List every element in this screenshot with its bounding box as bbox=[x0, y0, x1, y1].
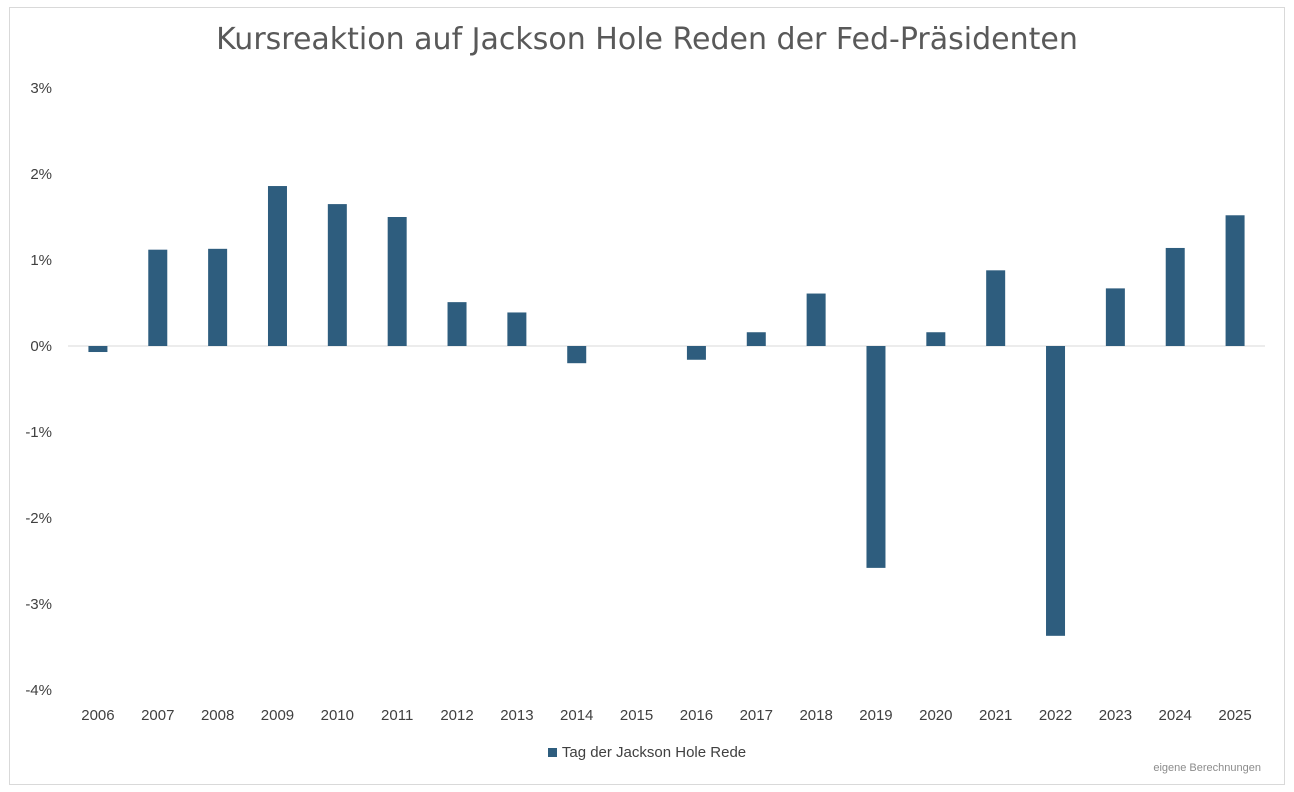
y-tick-label: 2% bbox=[30, 166, 52, 183]
chart-title: Kursreaktion auf Jackson Hole Reden der … bbox=[216, 22, 1078, 57]
x-tick-label: 2016 bbox=[680, 707, 713, 724]
source-footnote: eigene Berechnungen bbox=[1153, 762, 1261, 774]
x-tick-label: 2013 bbox=[500, 707, 533, 724]
bar-2006 bbox=[88, 346, 108, 353]
x-tick-label: 2014 bbox=[560, 707, 593, 724]
x-tick-label: 2012 bbox=[440, 707, 473, 724]
x-tick-label: 2022 bbox=[1039, 707, 1072, 724]
x-tick-label: 2019 bbox=[859, 707, 892, 724]
y-tick-label: -3% bbox=[25, 596, 52, 613]
y-tick-label: -2% bbox=[25, 510, 52, 527]
x-tick-label: 2017 bbox=[740, 707, 773, 724]
bar-2017 bbox=[746, 332, 766, 346]
bar-2007 bbox=[148, 249, 168, 346]
bar-series bbox=[88, 186, 1245, 636]
bar-2016 bbox=[686, 346, 706, 360]
bar-2020 bbox=[926, 332, 946, 346]
y-tick-label: -4% bbox=[25, 682, 52, 699]
bar-2010 bbox=[327, 204, 347, 346]
bar-2013 bbox=[507, 312, 527, 346]
legend-swatch bbox=[547, 748, 557, 757]
y-tick-label: 0% bbox=[30, 338, 52, 355]
x-tick-label: 2008 bbox=[201, 707, 234, 724]
x-tick-label: 2025 bbox=[1218, 707, 1251, 724]
x-tick-label: 2015 bbox=[620, 707, 653, 724]
x-tick-label: 2018 bbox=[799, 707, 832, 724]
bar-2011 bbox=[387, 217, 407, 346]
x-tick-label: 2009 bbox=[261, 707, 294, 724]
x-tick-label: 2024 bbox=[1159, 707, 1192, 724]
x-tick-label: 2020 bbox=[919, 707, 952, 724]
bar-2021 bbox=[986, 270, 1006, 346]
y-tick-label: 1% bbox=[30, 252, 52, 269]
x-tick-label: 2021 bbox=[979, 707, 1012, 724]
y-axis-ticks: 3% 2% 1% 0% -1% -2% -3% -4% bbox=[25, 80, 52, 699]
x-tick-label: 2010 bbox=[321, 707, 354, 724]
x-axis-ticks: 2006 2007 2008 2009 2010 2011 2012 2013 2014 2015… bbox=[81, 707, 1252, 724]
bar-2023 bbox=[1105, 288, 1125, 346]
legend-label: Tag der Jackson Hole Rede bbox=[561, 744, 747, 761]
x-tick-label: 2011 bbox=[381, 707, 413, 724]
bar-2008 bbox=[208, 248, 228, 346]
bar-2022 bbox=[1046, 346, 1066, 636]
bar-2018 bbox=[806, 293, 826, 346]
bar-2024 bbox=[1165, 247, 1185, 346]
bar-2025 bbox=[1225, 215, 1245, 346]
chart-frame bbox=[9, 7, 1285, 785]
legend: Tag der Jackson Hole Rede bbox=[0, 744, 1294, 761]
bar-2014 bbox=[567, 346, 587, 364]
x-tick-label: 2023 bbox=[1099, 707, 1132, 724]
y-tick-label: 3% bbox=[30, 80, 52, 97]
y-tick-label: -1% bbox=[25, 424, 52, 441]
x-tick-label: 2007 bbox=[141, 707, 174, 724]
x-tick-label: 2006 bbox=[81, 707, 114, 724]
bar-2012 bbox=[447, 302, 467, 346]
bar-2019 bbox=[866, 346, 886, 568]
bar-2009 bbox=[267, 186, 287, 346]
